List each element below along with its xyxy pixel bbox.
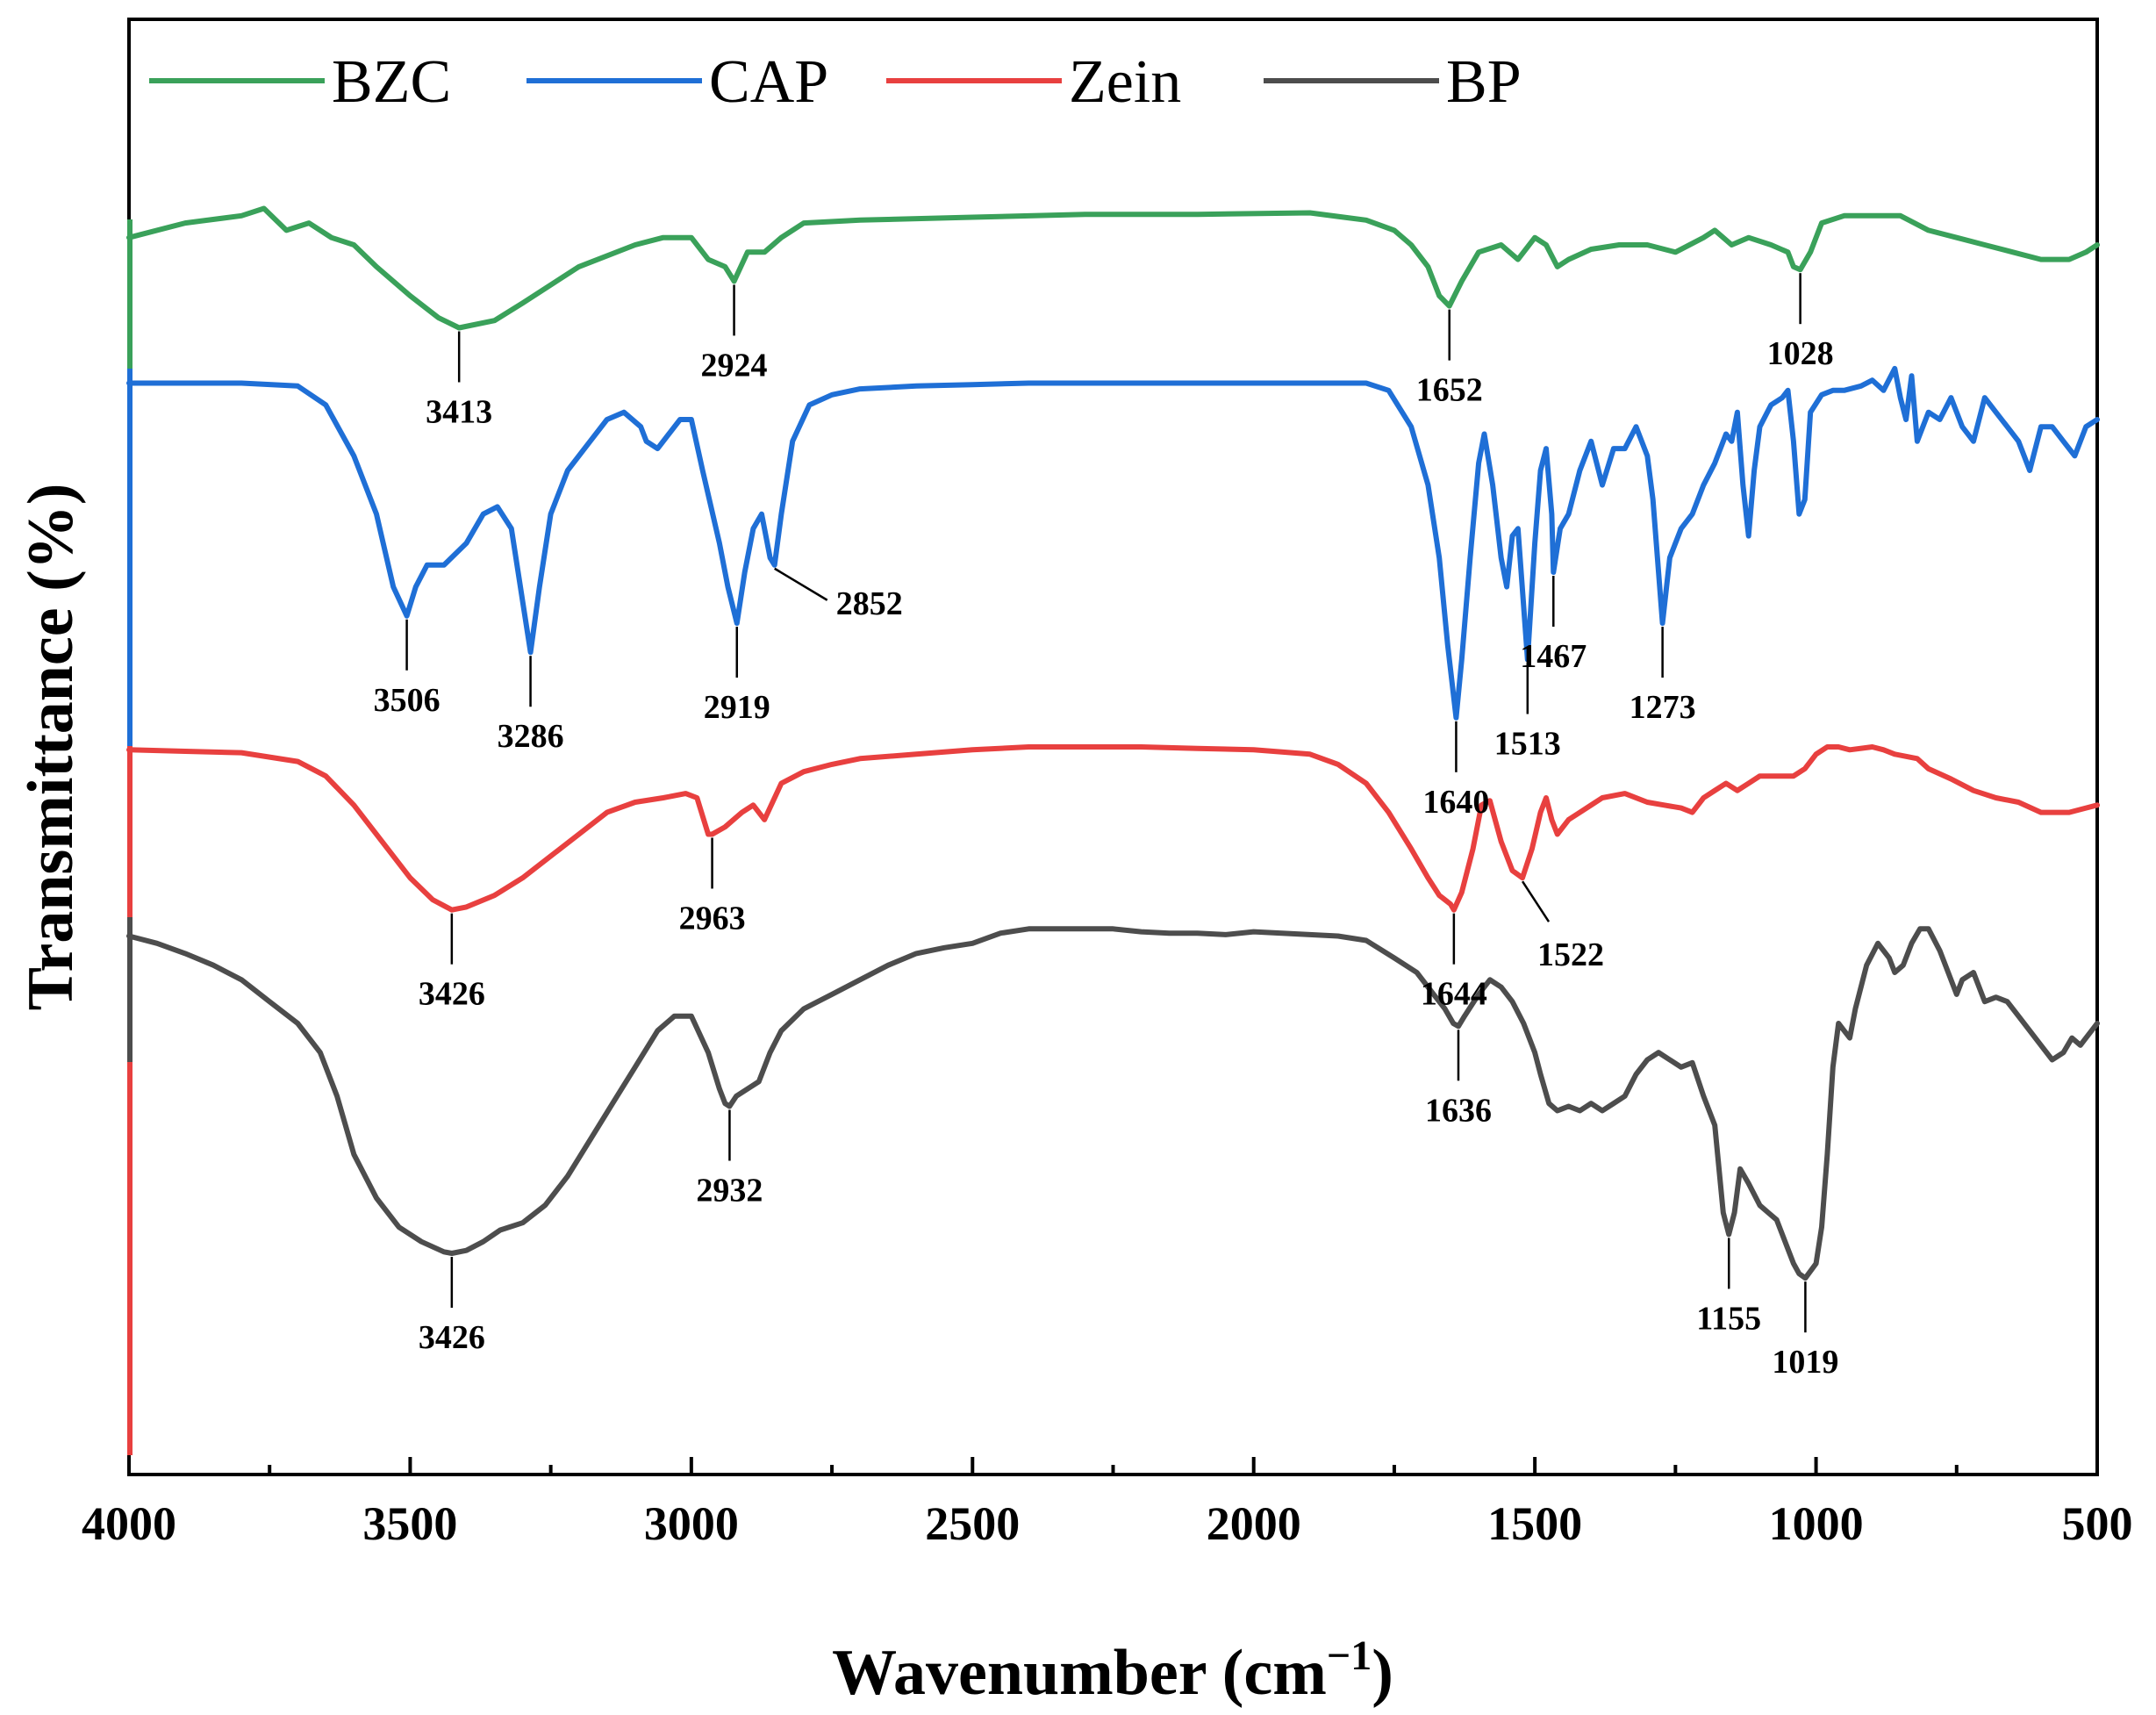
series-line-zein (126, 744, 2100, 913)
x-axis-ticks: 4000 3500 3000 2500 2000 1500 1000 500 (82, 1457, 2133, 1550)
peak-label-bzc: 1028 (1767, 335, 1834, 372)
peak-marker-zein (1521, 880, 1551, 922)
peak-label-zein: 2963 (679, 900, 746, 936)
legend: BZC CAP Zein BP (149, 48, 1522, 116)
peak-label-bzc: 1652 (1416, 372, 1483, 409)
peak-label-cap: 1513 (1494, 726, 1561, 763)
peak-annotations: 3413 2924 1652 1028 3506 3286 2919 2852 16401513… (374, 273, 1838, 1381)
peak-label-bzc: 2924 (701, 347, 768, 384)
peak-label-bp: 1636 (1425, 1092, 1492, 1129)
peak-marker-cap (774, 567, 828, 601)
peak-label-cap: 1467 (1520, 638, 1587, 675)
series-line-bp (126, 926, 2100, 1281)
peak-label-cap: 1273 (1630, 689, 1696, 726)
peak-label-zein: 1522 (1537, 936, 1604, 973)
peak-label-zein: 1644 (1421, 976, 1487, 1013)
x-tick-label: 4000 (82, 1497, 176, 1550)
legend-label-bzc: BZC (332, 48, 451, 116)
peak-label-bp: 1019 (1772, 1344, 1838, 1381)
series-line-bzc (126, 205, 2100, 331)
x-tick-label: 3500 (362, 1497, 457, 1550)
peak-label-bp: 3426 (419, 1319, 485, 1356)
legend-label-zein: Zein (1069, 48, 1181, 116)
series-lines (126, 205, 2100, 1281)
x-tick-label: 2000 (1207, 1497, 1301, 1550)
y-axis-title: Transmittance (%) (15, 484, 87, 1011)
peak-label-bp: 2932 (696, 1173, 763, 1209)
peak-label-bp: 1155 (1696, 1300, 1761, 1337)
peak-label-cap: 3506 (374, 682, 441, 719)
x-tick-label: 3000 (644, 1497, 739, 1550)
peak-label-zein: 3426 (419, 976, 485, 1013)
peak-label-cap: 1640 (1422, 784, 1489, 821)
peak-label-bzc: 3413 (426, 393, 492, 430)
peak-label-cap: 3286 (498, 718, 564, 755)
x-tick-label: 1500 (1487, 1497, 1582, 1550)
legend-label-cap: CAP (709, 48, 828, 116)
peak-label-cap: 2919 (704, 689, 770, 726)
series-line-cap (126, 365, 2100, 721)
x-tick-label: 1000 (1769, 1497, 1864, 1550)
x-tick-label: 2500 (925, 1497, 1020, 1550)
x-tick-label: 500 (2062, 1497, 2133, 1550)
x-axis-title: Wavenumber (cm−1) (832, 1632, 1393, 1709)
peak-label-cap: 2852 (836, 585, 903, 622)
legend-label-bp: BP (1446, 48, 1522, 116)
